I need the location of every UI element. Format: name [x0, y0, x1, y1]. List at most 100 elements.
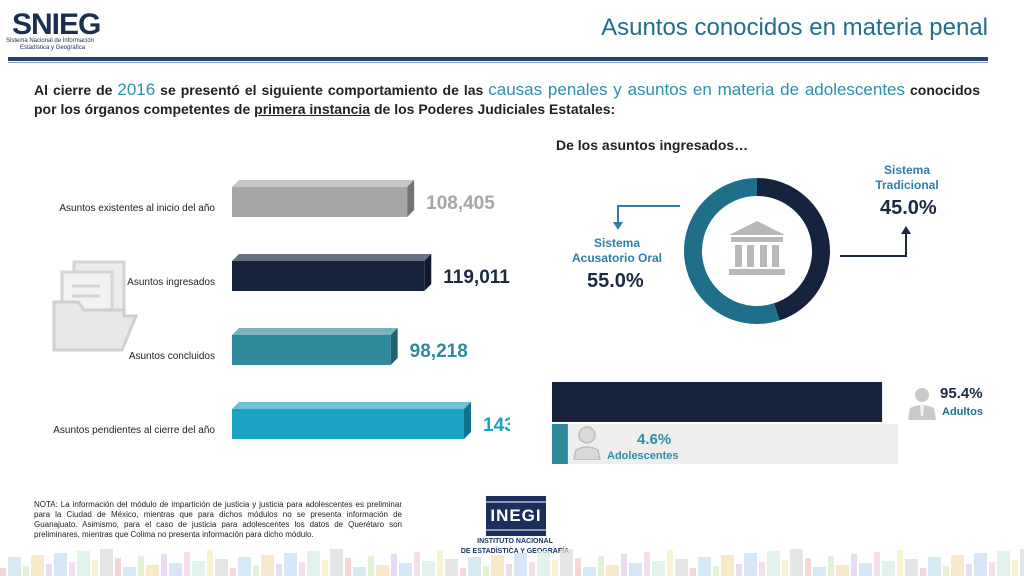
bar-side-face [407, 180, 415, 217]
strip-block [77, 551, 90, 576]
strip-block [836, 565, 849, 576]
strip-block [92, 560, 98, 576]
strip-block [253, 566, 259, 576]
adolescent-person-icon [573, 426, 601, 460]
strip-block [299, 562, 305, 576]
strip-block [997, 551, 1010, 576]
inegi-logo-mark [486, 496, 546, 536]
strip-block [215, 559, 228, 576]
bar-side-face [464, 402, 471, 439]
snieg-logo-subtitle: Sistema Nacional de Información Estadíst… [6, 38, 116, 52]
bar-value-label: 108,405 [426, 193, 495, 214]
label-sistema-tradicional: Sistema Tradicional [862, 163, 952, 193]
bar-front-face [232, 187, 408, 217]
strip-block [951, 555, 964, 576]
strip-block [552, 560, 558, 576]
strip-block [575, 558, 581, 576]
bar-adolescentes [552, 424, 568, 464]
strip-block [0, 568, 6, 576]
strip-block [414, 552, 420, 576]
strip-block [445, 559, 458, 576]
strip-block [376, 565, 389, 576]
bar-value-label: 119,011 [443, 267, 510, 288]
strip-block [690, 568, 696, 576]
strip-block [905, 559, 918, 576]
bar-front-face [232, 409, 464, 439]
intro-year: 2016 [117, 80, 156, 99]
strip-block [184, 552, 190, 576]
strip-block [23, 566, 29, 576]
strip-block [460, 568, 466, 576]
strip-block [782, 560, 788, 576]
strip-block [897, 550, 903, 576]
bar-top-face [232, 254, 432, 261]
strip-block [966, 564, 972, 576]
strip-block [560, 549, 573, 576]
inegi-logo-line2: DE ESTADÍSTICA Y GEOGRAFÍA [460, 548, 570, 555]
strip-block [8, 557, 21, 576]
strip-block [391, 554, 397, 576]
strip-block [123, 567, 136, 576]
strip-block [345, 558, 351, 576]
acusatorio-line2: Acusatorio Oral [571, 251, 663, 265]
strip-block [276, 564, 282, 576]
strip-block [851, 554, 857, 576]
pct-sistema-tradicional: 45.0% [880, 197, 937, 219]
title-divider-thin [8, 62, 988, 63]
strip-block [529, 562, 535, 576]
bar-side-face [390, 328, 398, 365]
donut-slice-1 [684, 178, 780, 324]
strip-block [207, 550, 213, 576]
sistema-donut-chart [684, 178, 830, 324]
snieg-logo: SNIEG [6, 6, 110, 54]
adult-person-icon [908, 388, 936, 420]
strip-block [713, 566, 719, 576]
bar-category-label: Asuntos pendientes al cierre del año [53, 425, 215, 436]
bar-top-face [232, 402, 471, 409]
tradicional-line2: Tradicional [875, 178, 939, 192]
bar-3 [232, 402, 471, 439]
strip-block [767, 551, 780, 576]
inegi-logo-name: INEGI [490, 506, 542, 525]
bar-front-face [232, 335, 391, 365]
footnote: NOTA: La información del módulo de impar… [34, 500, 402, 539]
strip-block [744, 553, 757, 576]
strip-block [621, 554, 627, 576]
intro-paragraph: Al cierre de 2016 se presentó el siguien… [34, 80, 980, 119]
strip-block [161, 554, 167, 576]
strip-block [629, 563, 642, 576]
strip-block [422, 561, 435, 576]
strip-block [874, 552, 880, 576]
strip-block [69, 562, 75, 576]
strip-block [322, 560, 328, 576]
intro-part3: conocidos por los órganos competentes de [34, 82, 980, 117]
donut-callout-arrows [613, 205, 911, 257]
intro-underlined: primera instancia [254, 101, 371, 117]
label-sistema-acusatorio: Sistema Acusatorio Oral [562, 236, 672, 266]
strip-block [146, 565, 159, 576]
strip-block [437, 550, 443, 576]
bar-category-label: Asuntos ingresados [127, 277, 215, 288]
strip-block [169, 563, 182, 576]
snieg-subtitle-line1: Sistema Nacional de Información [6, 38, 95, 44]
snieg-logo-text: SNIEG [12, 8, 101, 41]
strip-block [989, 562, 995, 576]
strip-block [1012, 560, 1018, 576]
documents-icon [52, 260, 139, 352]
courthouse-icon [729, 221, 785, 275]
strip-block [598, 556, 604, 576]
strip-block [284, 553, 297, 576]
strip-block [759, 562, 765, 576]
strip-block [261, 555, 274, 576]
strip-block [506, 564, 512, 576]
bar-top-face [232, 328, 398, 335]
inegi-logo: INEGI INSTITUTO NACIONAL DE ESTADÍSTICA … [448, 494, 582, 562]
strip-block [491, 555, 504, 576]
strip-block [1020, 549, 1024, 576]
strip-block [54, 553, 67, 576]
age-bar-chart [552, 382, 898, 464]
intro-part1: Al cierre de [34, 82, 118, 98]
bar-side-face [424, 254, 432, 291]
strip-block [675, 559, 688, 576]
adultos-label: Adultos [942, 406, 983, 418]
